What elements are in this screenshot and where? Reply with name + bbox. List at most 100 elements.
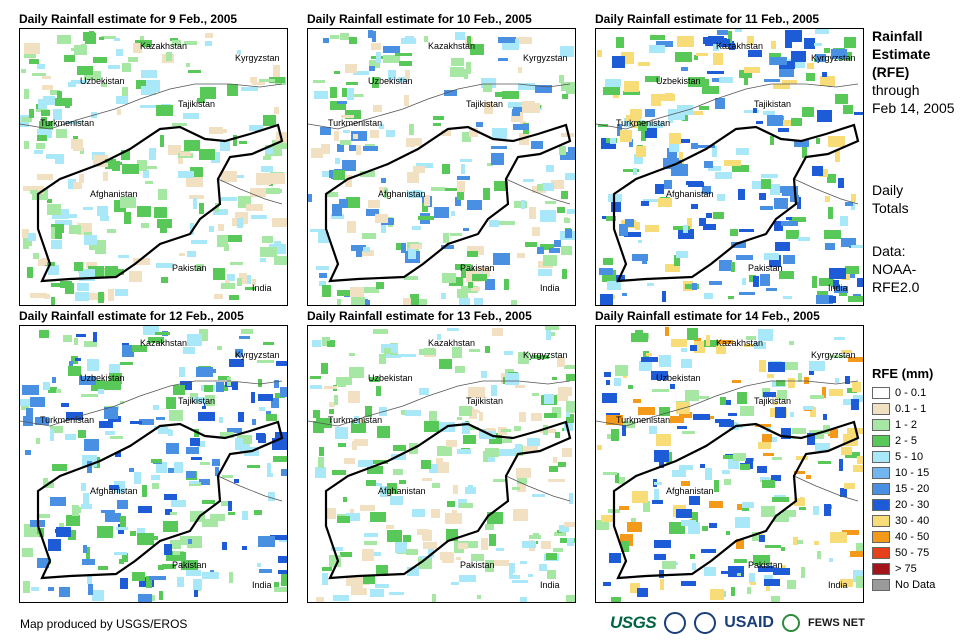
rainfall-cell [199, 329, 208, 341]
rainfall-cell [659, 570, 664, 578]
rainfall-cell [145, 181, 153, 184]
legend-item: 20 - 30 [872, 497, 935, 513]
country-border [217, 475, 283, 502]
rainfall-cell [349, 353, 355, 356]
rainfall-cell [631, 333, 648, 342]
rainfall-cell [52, 377, 56, 383]
rainfall-cell [196, 367, 213, 377]
rainfall-cell [704, 293, 713, 299]
rainfall-cell [742, 278, 746, 285]
rainfall-cell [605, 79, 621, 87]
rainfall-cell [543, 255, 557, 266]
rainfall-cell [369, 66, 375, 71]
rainfall-cell [835, 378, 839, 383]
rainfall-cell [709, 523, 717, 528]
legend-label: No Data [895, 579, 936, 591]
rainfall-cell [513, 509, 528, 521]
rainfall-cell [646, 353, 652, 356]
legend-swatch [872, 483, 890, 495]
rainfall-cell [196, 264, 204, 271]
rainfall-cell [186, 570, 201, 576]
rainfall-cell [327, 192, 338, 197]
rainfall-cell [706, 213, 712, 218]
rainfall-cell [714, 480, 719, 492]
rainfall-cell [441, 245, 454, 249]
rainfall-cell [227, 377, 231, 386]
rainfall-cell [767, 374, 774, 378]
legend-label: 15 - 20 [895, 483, 930, 495]
rainfall-cell [853, 465, 863, 472]
through-date: Feb 14, 2005 [872, 100, 955, 116]
rainfall-cell [733, 453, 746, 461]
rainfall-cell [434, 207, 449, 218]
rainfall-cell [360, 171, 375, 177]
rainfall-cell [30, 190, 38, 194]
rainfall-cell [237, 278, 242, 286]
rainfall-cell [135, 40, 152, 47]
rainfall-cell [83, 32, 95, 41]
rainfall-cell [249, 125, 263, 131]
rainfall-cell [35, 417, 49, 425]
rainfall-cell [809, 361, 825, 371]
rainfall-cell [481, 538, 488, 550]
rainfall-cell [82, 559, 95, 565]
rainfall-cell [41, 110, 50, 116]
country-border [793, 475, 859, 502]
rainfall-cell [546, 553, 557, 560]
rainfall-cell [789, 341, 794, 345]
rainfall-cell [782, 510, 796, 517]
rainfall-cell [404, 276, 418, 280]
rainfall-cell [364, 541, 377, 545]
rainfall-cell [65, 283, 74, 294]
rainfall-cell [209, 226, 214, 232]
rainfall-cell [180, 552, 186, 561]
rainfall-cell [274, 587, 287, 592]
rainfall-cell [350, 509, 354, 514]
rainfall-cell [333, 595, 349, 601]
rainfall-cell [518, 352, 529, 364]
rainfall-cell [804, 38, 815, 49]
rainfall-cell [433, 123, 441, 126]
rainfall-cell [612, 56, 625, 68]
rainfall-cell [356, 251, 362, 257]
rainfall-cell [451, 58, 464, 66]
country-label: Tajikistan [178, 396, 215, 406]
rainfall-cell [37, 129, 52, 138]
rainfall-cell [623, 169, 639, 172]
rainfall-cell [383, 46, 400, 53]
rainfall-cell [677, 105, 693, 115]
rainfall-cell [759, 535, 765, 542]
rainfall-cell [274, 256, 287, 265]
rainfall-cell [681, 481, 690, 486]
rainfall-cell [331, 547, 343, 551]
rainfall-cell [782, 120, 791, 126]
rainfall-cell [713, 53, 723, 65]
afghanistan-border [612, 123, 860, 283]
country-label: Uzbekistan [368, 373, 413, 383]
rainfall-cell [417, 299, 427, 305]
rainfall-cell [273, 456, 287, 462]
rainfall-cell [485, 455, 495, 462]
rainfall-cell [841, 350, 852, 353]
legend-swatch [872, 435, 890, 447]
rainfall-cell [198, 412, 215, 421]
rainfall-cell [154, 426, 166, 430]
rainfall-cell [619, 506, 629, 510]
rainfall-cell [229, 572, 233, 583]
rainfall-cell [120, 401, 124, 404]
rainfall-cell [105, 159, 116, 163]
rainfall-cell [760, 206, 773, 210]
rainfall-cell [351, 585, 363, 588]
legend: 0 - 0.1 0.1 - 1 1 - 2 2 - 5 5 - 10 10 - 15 15 … [872, 385, 935, 593]
rainfall-cell [705, 468, 712, 480]
rainfall-cell [512, 487, 520, 490]
rainfall-cell [39, 121, 53, 130]
rainfall-cell [138, 594, 152, 602]
legend-label: 20 - 30 [895, 499, 930, 511]
rainfall-cell [128, 57, 138, 62]
country-label: Uzbekistan [656, 76, 701, 86]
rainfall-cell [828, 429, 837, 436]
rainfall-cell [484, 102, 493, 114]
rainfall-cell [370, 512, 386, 522]
rainfall-cell [549, 466, 558, 472]
